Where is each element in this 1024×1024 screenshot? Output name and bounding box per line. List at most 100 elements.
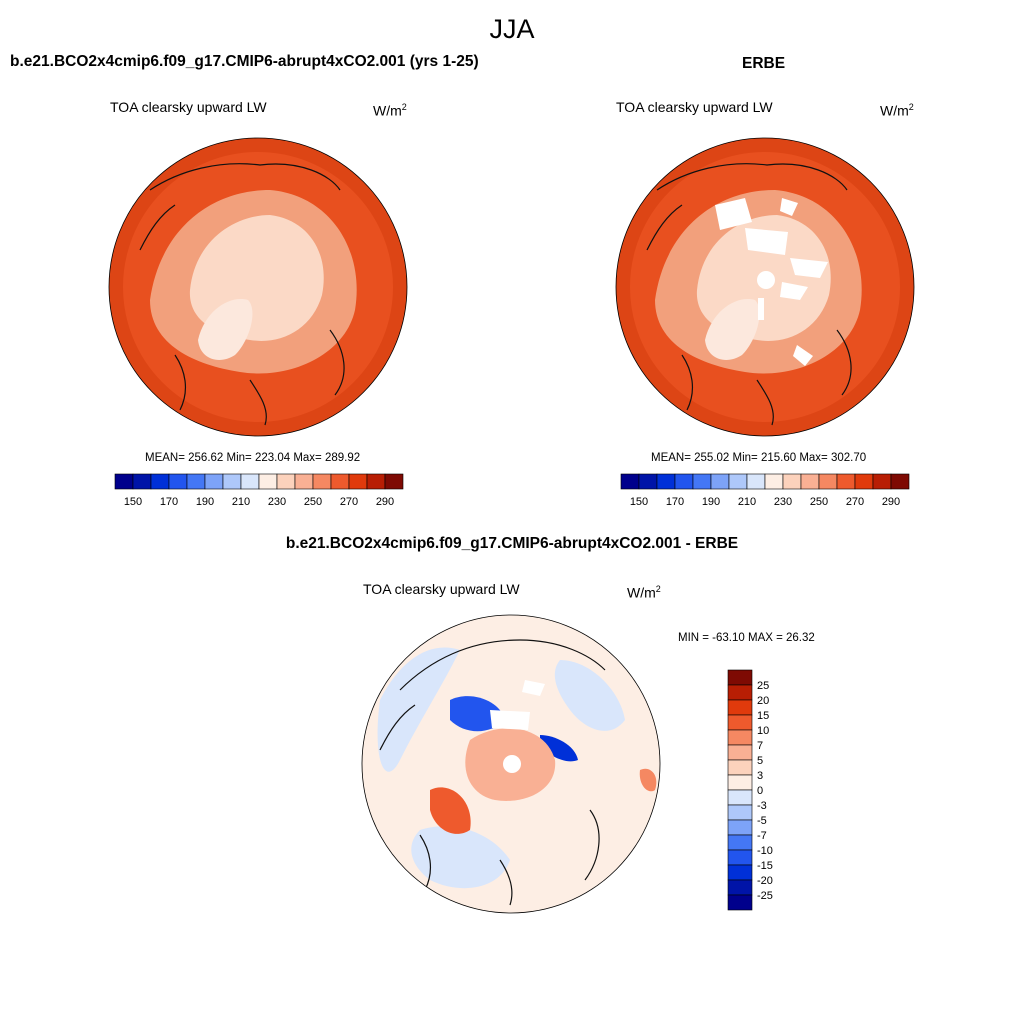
cbar3-tick-label: 7 (757, 740, 763, 752)
panel-2-field-label: TOA clearsky upward LW (616, 99, 773, 115)
map3-coastlines (379, 639, 606, 906)
cbar3-tick-label: 15 (757, 710, 769, 722)
cbar1-tick-label: 290 (376, 496, 394, 508)
cbar3-box-3 (727, 849, 753, 866)
cbar3-box-11 (727, 729, 753, 746)
cbar1-box-15 (384, 473, 404, 490)
cbar1-box-5 (204, 473, 224, 490)
figure-title: JJA (489, 14, 535, 44)
panel-3-field-label: TOA clearsky upward LW (363, 581, 520, 597)
map3-missing-data-gaps (490, 680, 545, 773)
cbar1-tick-label: 190 (196, 496, 214, 508)
cbar2-tick-label: 170 (666, 496, 684, 508)
cbar3-tick-label: -10 (757, 845, 773, 857)
map3-negative-patch-east (554, 660, 625, 731)
cbar2-box-15 (890, 473, 910, 490)
panel-2-unit: W/m2 (880, 102, 914, 119)
cbar3-tick-label: 0 (757, 785, 763, 797)
cbar3-tick-label: 25 (757, 680, 769, 692)
cbar3-box-10 (727, 744, 753, 761)
map2-coastlines (646, 163, 852, 426)
cbar3-box-4 (727, 834, 753, 851)
cbar1-tick-label: 230 (268, 496, 286, 508)
map2-frame (615, 137, 915, 437)
cbar3-box-7 (727, 789, 753, 806)
cbar2-box-3 (674, 473, 694, 490)
cbar1-box-1 (132, 473, 152, 490)
map-panel-1 (108, 137, 408, 437)
cbar1-box-4 (186, 473, 206, 490)
cbar3-tick-label: -3 (757, 800, 767, 812)
cbar1-box-12 (330, 473, 350, 490)
map3-strong-negative-east (540, 735, 578, 762)
cbar2-tick-label: 210 (738, 496, 756, 508)
cbar2-box-5 (710, 473, 730, 490)
cbar1-box-2 (150, 473, 170, 490)
map-panel-2 (615, 137, 915, 437)
cbar1-box-8 (258, 473, 278, 490)
cbar3-box-15 (727, 669, 753, 686)
panel-1-stats: MEAN= 256.62 Min= 223.04 Max= 289.92 (145, 452, 361, 464)
map3-positive-greenland (430, 787, 471, 834)
map2-greenland (705, 299, 760, 360)
map2-missing-data-gaps (715, 198, 828, 366)
map-panel-3 (361, 614, 661, 914)
cbar2-box-4 (692, 473, 712, 490)
cbar2-box-6 (728, 473, 748, 490)
panel-1-title: b.e21.BCO2x4cmip6.f09_g17.CMIP6-abrupt4x… (10, 53, 479, 70)
cbar2-box-9 (782, 473, 802, 490)
cbar1-box-3 (168, 473, 188, 490)
cbar2-box-1 (638, 473, 658, 490)
panel-3-title: b.e21.BCO2x4cmip6.f09_g17.CMIP6-abrupt4x… (285, 535, 739, 552)
map3-negative-patch-south (411, 826, 510, 889)
cbar2-box-12 (836, 473, 856, 490)
cbar2-box-0 (620, 473, 640, 490)
cbar3-tick-label: 5 (757, 755, 763, 767)
cbar3-tick-label: 10 (757, 725, 769, 737)
cbar3-tick-label: -25 (757, 890, 773, 902)
cbar1-box-14 (366, 473, 386, 490)
cbar2-tick-label: 230 (774, 496, 792, 508)
cbar1-box-13 (348, 473, 368, 490)
cbar3-tick-label: -5 (757, 815, 767, 827)
cbar1-tick-label: 170 (160, 496, 178, 508)
cbar1-tick-label: 150 (124, 496, 142, 508)
cbar3-tick-label: -15 (757, 860, 773, 872)
cbar3-box-0 (727, 894, 753, 911)
cbar3-box-13 (727, 699, 753, 716)
map1-coastlines (139, 163, 345, 426)
panel-3-stats: MIN = -63.10 MAX = 26.32 (678, 632, 815, 644)
cbar2-box-13 (854, 473, 874, 490)
panel-1-unit: W/m2 (373, 102, 407, 119)
cbar3-box-5 (727, 819, 753, 836)
panel-3-unit: W/m2 (627, 584, 661, 601)
cbar1-box-0 (114, 473, 134, 490)
cbar2-box-8 (764, 473, 784, 490)
cbar2-tick-label: 290 (882, 496, 900, 508)
cbar3-box-1 (727, 879, 753, 896)
cbar3-box-8 (727, 774, 753, 791)
cbar3-box-6 (727, 804, 753, 821)
cbar3-box-2 (727, 864, 753, 881)
cbar2-box-14 (872, 473, 892, 490)
map3-strong-negative-patch (450, 696, 505, 732)
cbar1-tick-label: 270 (340, 496, 358, 508)
cbar3-box-14 (727, 684, 753, 701)
panel-2-stats: MEAN= 255.02 Min= 215.60 Max= 302.70 (651, 452, 867, 464)
map1-frame (108, 137, 408, 437)
cbar1-box-9 (276, 473, 296, 490)
cbar3-tick-label: 3 (757, 770, 763, 782)
cbar3-box-12 (727, 714, 753, 731)
cbar3-tick-label: 20 (757, 695, 769, 707)
cbar1-box-7 (240, 473, 260, 490)
panel-1-field-label: TOA clearsky upward LW (110, 99, 267, 115)
cbar2-tick-label: 150 (630, 496, 648, 508)
map1-greenland (198, 299, 253, 360)
cbar2-tick-label: 270 (846, 496, 864, 508)
cbar3-box-9 (727, 759, 753, 776)
cbar2-box-11 (818, 473, 838, 490)
cbar2-box-7 (746, 473, 766, 490)
cbar3-tick-label: -7 (757, 830, 767, 842)
cbar1-box-6 (222, 473, 242, 490)
